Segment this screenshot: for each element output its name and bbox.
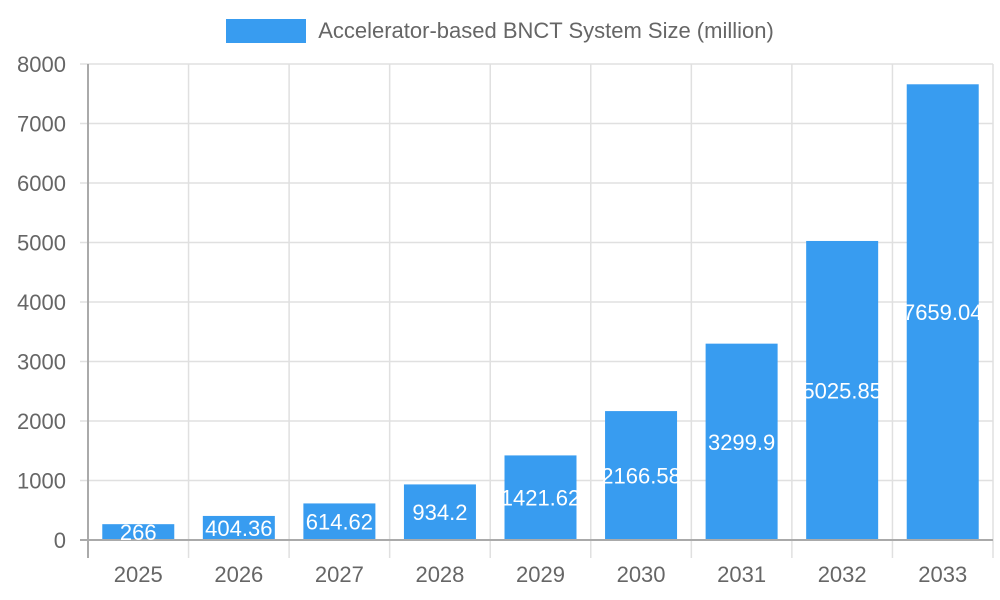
x-tick-label: 2030 xyxy=(617,562,666,587)
bar-2026[interactable] xyxy=(202,515,275,540)
y-tick-label: 7000 xyxy=(17,112,66,137)
bar-2033[interactable] xyxy=(906,84,979,541)
data-label: 1421.62 xyxy=(501,486,581,511)
x-tick-label: 2025 xyxy=(114,562,163,587)
legend-label[interactable]: Accelerator-based BNCT System Size (mill… xyxy=(318,18,774,43)
bar-2025[interactable] xyxy=(102,524,175,540)
y-tick-label: 0 xyxy=(54,528,66,553)
y-tick-label: 6000 xyxy=(17,171,66,196)
y-tick-label: 8000 xyxy=(17,52,66,77)
data-label: 3299.9 xyxy=(708,430,775,455)
y-tick-label: 2000 xyxy=(17,409,66,434)
x-tick-label: 2033 xyxy=(918,562,967,587)
data-label: 5025.85 xyxy=(802,378,882,403)
bar-2028[interactable] xyxy=(403,484,476,540)
grid-lines xyxy=(80,63,994,558)
y-tick-label: 1000 xyxy=(17,469,66,494)
y-tick-label: 5000 xyxy=(17,231,66,256)
data-labels: 266 404.36 614.62 934.2 1421.62 2166.58 3299.9… xyxy=(120,300,983,545)
chart-legend: Accelerator-based BNCT System Size (mill… xyxy=(0,18,1000,44)
x-tick-label: 2028 xyxy=(415,562,464,587)
bar-2031[interactable] xyxy=(705,343,778,540)
bars xyxy=(102,84,979,541)
y-tick-label: 3000 xyxy=(17,350,66,375)
data-label: 934.2 xyxy=(412,500,467,525)
data-label: 404.36 xyxy=(205,516,272,541)
bar-2030[interactable] xyxy=(605,411,678,540)
data-label: 266 xyxy=(120,520,157,545)
axes: 0 1000 2000 3000 4000 5000 6000 7000 8000 2025 202… xyxy=(17,52,993,587)
x-tick-label: 2032 xyxy=(818,562,867,587)
data-label: 2166.58 xyxy=(601,464,681,489)
y-tick-label: 4000 xyxy=(17,290,66,315)
bar-2029[interactable] xyxy=(504,455,577,540)
legend-swatch[interactable] xyxy=(226,19,307,43)
bar-2027[interactable] xyxy=(303,503,376,540)
data-label: 7659.04 xyxy=(903,300,983,325)
bar-2032[interactable] xyxy=(806,240,879,541)
x-tick-label: 2029 xyxy=(516,562,565,587)
x-tick-label: 2026 xyxy=(214,562,263,587)
data-label: 614.62 xyxy=(306,510,373,535)
x-tick-label: 2031 xyxy=(717,562,766,587)
x-tick-label: 2027 xyxy=(315,562,364,587)
